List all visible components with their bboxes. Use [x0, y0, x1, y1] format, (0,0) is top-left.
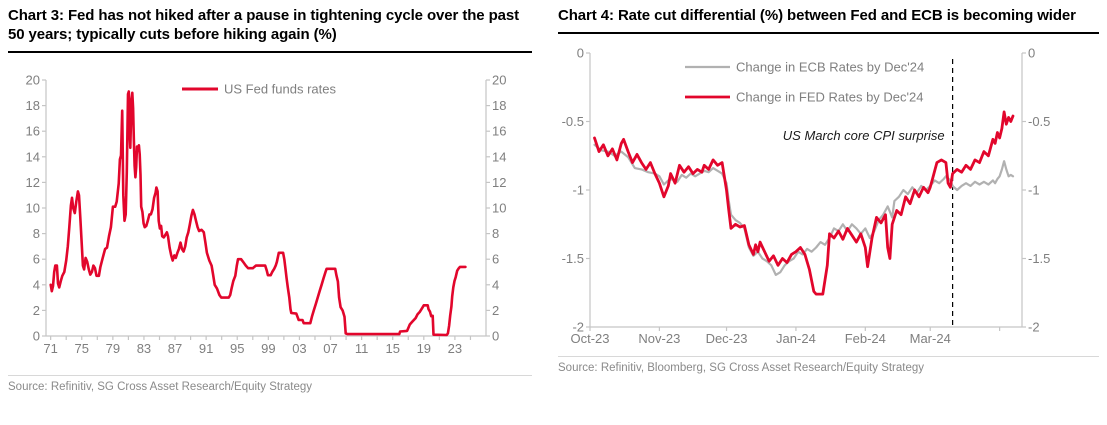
svg-text:Dec-23: Dec-23 — [706, 331, 748, 346]
svg-text:15: 15 — [385, 341, 399, 356]
svg-text:99: 99 — [261, 341, 275, 356]
svg-text:18: 18 — [492, 98, 506, 113]
svg-text:11: 11 — [355, 341, 369, 356]
svg-text:79: 79 — [106, 341, 120, 356]
svg-text:0: 0 — [33, 329, 40, 344]
svg-text:14: 14 — [26, 149, 40, 164]
chart4-legend: Change in ECB Rates by Dec'24 Change in F… — [685, 60, 924, 105]
svg-text:-1.5: -1.5 — [1028, 251, 1050, 266]
svg-text:12: 12 — [26, 175, 40, 190]
chart3-legend: US Fed funds rates — [182, 82, 336, 97]
svg-text:12: 12 — [492, 175, 506, 190]
svg-text:16: 16 — [26, 124, 40, 139]
svg-text:14: 14 — [492, 149, 506, 164]
svg-text:6: 6 — [492, 252, 499, 267]
svg-text:91: 91 — [199, 341, 213, 356]
svg-text:-2: -2 — [572, 320, 584, 335]
chart4-source: Source: Refinitiv, Bloomberg, SG Cross A… — [558, 356, 1099, 374]
svg-text:83: 83 — [137, 341, 151, 356]
svg-text:-1: -1 — [572, 183, 584, 198]
svg-text:8: 8 — [33, 226, 40, 241]
svg-text:19: 19 — [417, 341, 431, 356]
svg-text:23: 23 — [448, 341, 462, 356]
svg-text:US March core CPI surprise: US March core CPI surprise — [783, 128, 945, 143]
svg-text:-1.5: -1.5 — [562, 251, 584, 266]
svg-text:4: 4 — [492, 277, 499, 292]
svg-text:0: 0 — [492, 329, 499, 344]
svg-text:10: 10 — [26, 201, 40, 216]
svg-text:71: 71 — [43, 341, 57, 356]
svg-text:Oct-23: Oct-23 — [570, 331, 609, 346]
svg-text:4: 4 — [33, 277, 40, 292]
svg-text:20: 20 — [492, 73, 506, 88]
chart3-panel: Chart 3: Fed has not hiked after a pause… — [8, 6, 532, 393]
chart4-series-line — [593, 143, 1015, 276]
svg-text:8: 8 — [492, 226, 499, 241]
svg-text:2: 2 — [492, 303, 499, 318]
svg-text:75: 75 — [75, 341, 89, 356]
svg-text:Mar-24: Mar-24 — [910, 331, 951, 346]
svg-text:Nov-23: Nov-23 — [638, 331, 680, 346]
chart3-series-line — [49, 90, 467, 337]
chart4-annotation: US March core CPI surprise — [783, 59, 954, 327]
svg-text:07: 07 — [323, 341, 337, 356]
svg-text:-1: -1 — [1028, 183, 1040, 198]
svg-text:US Fed funds rates: US Fed funds rates — [224, 82, 336, 97]
svg-text:16: 16 — [492, 124, 506, 139]
svg-text:Jan-24: Jan-24 — [776, 331, 816, 346]
svg-text:0: 0 — [577, 46, 584, 61]
svg-text:-0.5: -0.5 — [1028, 114, 1050, 129]
svg-text:18: 18 — [26, 98, 40, 113]
svg-text:-2: -2 — [1028, 320, 1040, 335]
svg-text:87: 87 — [168, 341, 182, 356]
svg-text:6: 6 — [33, 252, 40, 267]
chart3-axes: 0 0 2 2 4 4 6 6 8 8 10 10 12 12 14 14 16 16 18 18 20 20 71 75 79… — [26, 73, 507, 357]
chart3-title: Chart 3: Fed has not hiked after a pause… — [8, 6, 532, 53]
svg-text:-0.5: -0.5 — [562, 114, 584, 129]
chart4-panel: Chart 4: Rate cut differential (%) betwe… — [558, 6, 1099, 374]
chart3-figure: 0 0 2 2 4 4 6 6 8 8 10 10 12 12 14 14 16 16 18 18 20 20 71 75 79… — [26, 73, 507, 357]
svg-text:0: 0 — [1028, 46, 1035, 61]
svg-text:2: 2 — [33, 303, 40, 318]
chart4-series-line — [593, 110, 1015, 296]
svg-text:95: 95 — [230, 341, 244, 356]
svg-text:20: 20 — [26, 73, 40, 88]
svg-text:10: 10 — [492, 201, 506, 216]
svg-text:03: 03 — [292, 341, 306, 356]
chart4-title: Chart 4: Rate cut differential (%) betwe… — [558, 6, 1099, 34]
svg-text:Change in FED Rates by Dec'24: Change in FED Rates by Dec'24 — [736, 90, 923, 105]
chart3-source: Source: Refinitiv, SG Cross Asset Resear… — [8, 375, 532, 393]
svg-text:Change in ECB Rates by Dec'24: Change in ECB Rates by Dec'24 — [736, 60, 924, 75]
svg-text:Feb-24: Feb-24 — [845, 331, 886, 346]
